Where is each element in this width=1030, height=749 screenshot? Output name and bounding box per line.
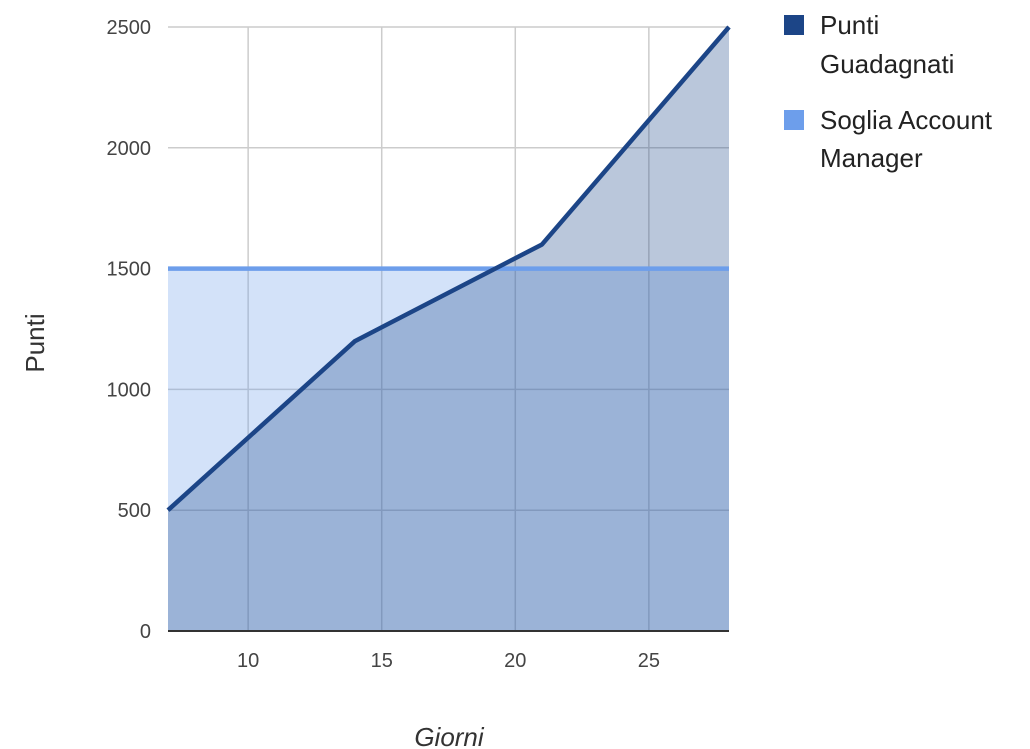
- legend-item-soglia-account-manager[interactable]: Soglia Account Manager: [784, 105, 993, 173]
- y-tick-label: 500: [118, 500, 151, 522]
- y-axis-ticks: 0 500 1000 1500 2000 2500: [107, 17, 152, 643]
- x-axis-title: Giorni: [414, 722, 485, 749]
- y-tick-label: 1500: [107, 259, 152, 281]
- x-tick-label: 15: [371, 650, 393, 672]
- legend-item-punti-guadagnati[interactable]: Punti Guadagnati: [784, 10, 954, 79]
- x-tick-label: 20: [504, 650, 526, 672]
- y-tick-label: 1000: [107, 379, 152, 401]
- x-tick-label: 25: [638, 650, 660, 672]
- legend-swatch-soglia-account-manager: [784, 110, 804, 130]
- area-fill-series-1: [168, 268, 729, 631]
- series-line-0: [166, 25, 731, 512]
- x-axis-ticks: 10 15 20 25: [237, 650, 660, 672]
- series-areas: [168, 27, 729, 631]
- area-fill-series-0: [168, 27, 729, 631]
- series-lines: [166, 25, 731, 512]
- legend-label-soglia-line1: Soglia Account: [820, 105, 993, 135]
- legend-label-soglia-line2: Manager: [820, 143, 923, 173]
- legend: Punti Guadagnati Soglia Account Manager: [784, 10, 993, 173]
- legend-label-punti-guadagnati-line1: Punti: [820, 10, 879, 40]
- y-tick-label: 2500: [107, 17, 152, 39]
- y-axis-title: Punti: [20, 313, 50, 372]
- y-tick-label: 0: [140, 621, 151, 643]
- legend-label-punti-guadagnati-line2: Guadagnati: [820, 49, 954, 79]
- x-tick-label: 10: [237, 650, 259, 672]
- legend-swatch-punti-guadagnati: [784, 15, 804, 35]
- y-tick-label: 2000: [107, 138, 152, 160]
